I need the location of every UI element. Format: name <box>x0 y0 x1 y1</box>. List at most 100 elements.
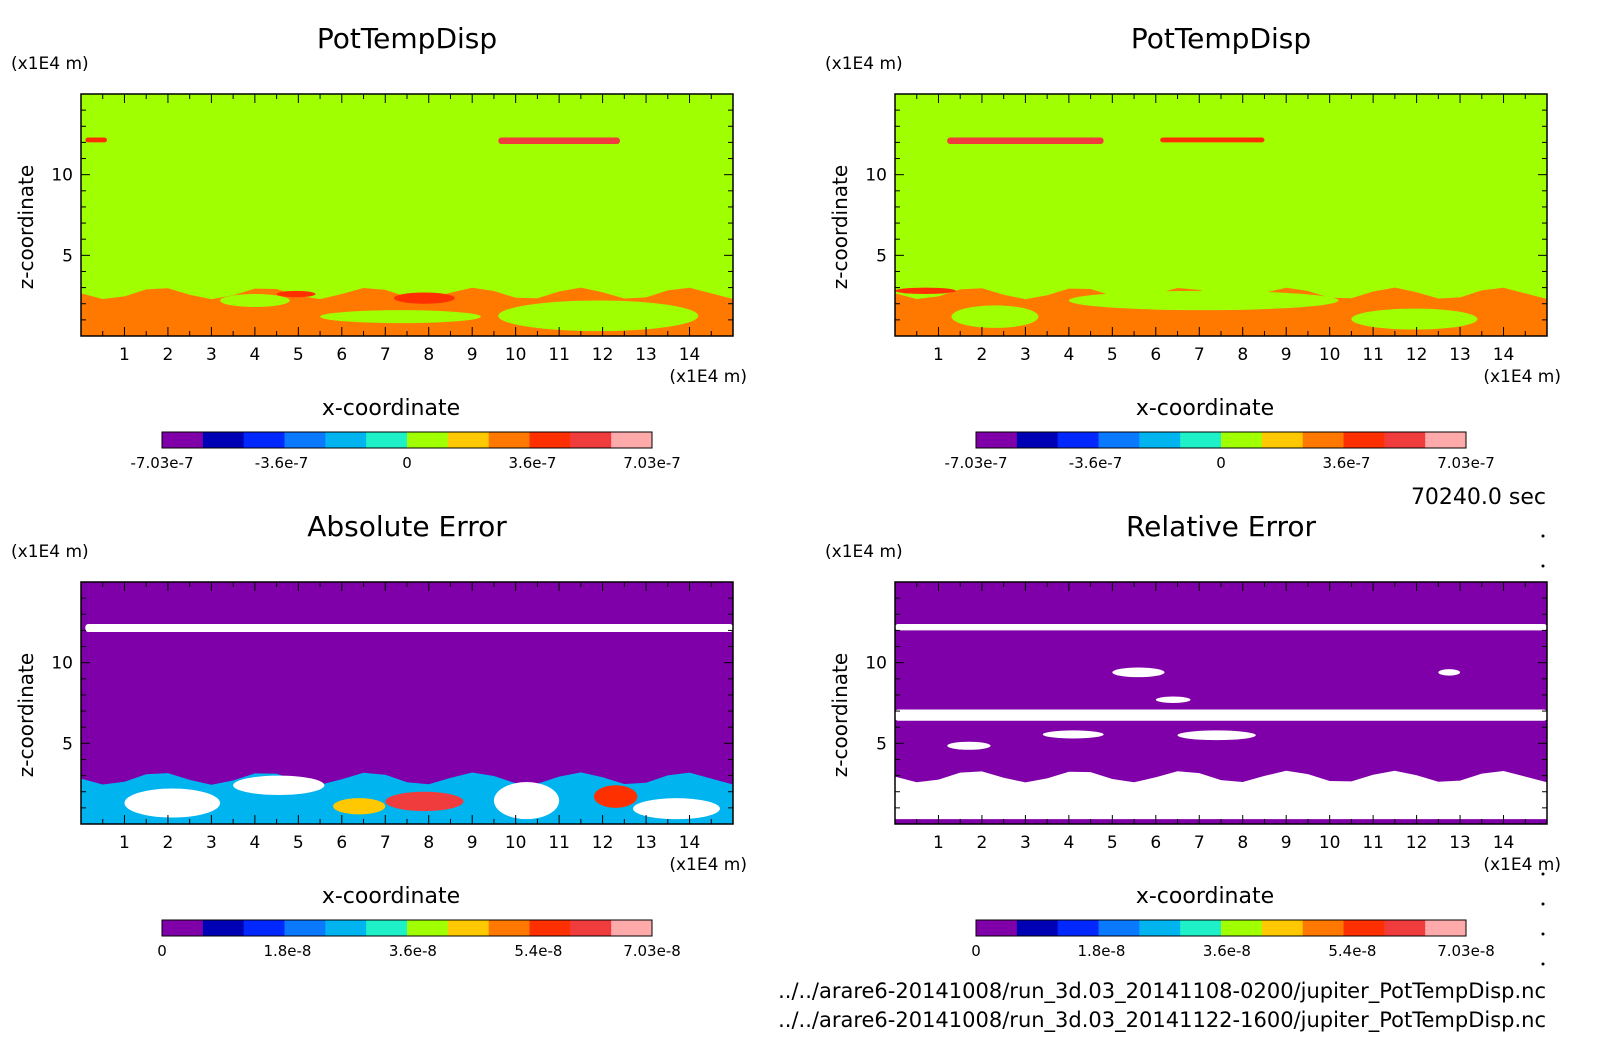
colorbar-tick-label: 7.03e-8 <box>623 942 681 960</box>
x-tick-label: 13 <box>1449 345 1471 365</box>
field-blob <box>320 310 481 324</box>
colorbar-swatch <box>1180 920 1222 936</box>
x-tick-label: 10 <box>1319 833 1341 853</box>
colorbar-swatch <box>162 920 204 936</box>
x-tick-label: 8 <box>423 345 434 365</box>
field-streak <box>1160 137 1265 143</box>
x-tick-label: 9 <box>467 833 478 853</box>
x-tick-label: 8 <box>1237 833 1248 853</box>
x-tick-label: 3 <box>206 833 217 853</box>
x-tick-label: 8 <box>423 833 434 853</box>
field-streak <box>895 623 1547 631</box>
margin-dot <box>1541 534 1545 538</box>
field-blob <box>895 287 956 295</box>
colorbar-swatch <box>1384 920 1426 936</box>
y-unit-label: (x1E4 m) <box>825 542 903 562</box>
x-tick-label: 11 <box>1362 345 1384 365</box>
colorbar-swatch <box>1139 920 1181 936</box>
x-tick-label: 1 <box>933 345 944 365</box>
colorbar-swatch <box>976 432 1018 448</box>
x-tick-label: 1 <box>119 345 130 365</box>
x-tick-label: 10 <box>1319 345 1341 365</box>
y-tick-label: 5 <box>876 246 887 266</box>
field-blob <box>393 292 455 304</box>
colorbar-tick-label: 0 <box>157 942 167 960</box>
x-tick-label: 9 <box>467 345 478 365</box>
y-tick-label: 5 <box>876 734 887 754</box>
colorbar-swatch <box>366 920 408 936</box>
colorbar-swatch <box>1302 920 1344 936</box>
colorbar-swatch <box>1343 432 1385 448</box>
y-tick-label: 10 <box>865 654 887 674</box>
x-tick-label: 3 <box>1020 345 1031 365</box>
colorbar-swatch <box>325 920 367 936</box>
field-band <box>895 770 1547 820</box>
colorbar-swatch <box>570 920 612 936</box>
margin-dot <box>1541 902 1545 906</box>
panel-relative-error: Relative Error(x1E4 m)1 2 3 4 5 6 7 8 9 10 11 12 13 1… <box>825 510 1561 960</box>
colorbar-tick-label: 0 <box>1216 454 1226 472</box>
colorbar-swatch <box>570 432 612 448</box>
x-tick-label: 2 <box>163 833 174 853</box>
colorbar-frame <box>975 919 1467 937</box>
margin-dot <box>1541 872 1545 876</box>
x-tick-label: 14 <box>1493 833 1515 853</box>
colorbar-swatch <box>611 432 653 448</box>
file-path-2: ../../arare6-20141008/run_3d.03_20141122… <box>778 1008 1546 1033</box>
x-tick-label: 12 <box>592 345 614 365</box>
colorbar-swatch <box>1057 920 1099 936</box>
y-axis-label: z-coordinate <box>14 653 38 777</box>
x-tick-label: 3 <box>1020 833 1031 853</box>
colorbar-swatch <box>284 432 326 448</box>
colorbar-tick-label: -7.03e-7 <box>945 454 1008 472</box>
x-tick-label: 7 <box>380 833 391 853</box>
colorbar-swatch <box>1139 432 1181 448</box>
colorbar-tick-label: -3.6e-7 <box>1069 454 1122 472</box>
field-blob <box>220 294 290 307</box>
colorbar-swatch <box>529 432 571 448</box>
x-tick-label: 4 <box>249 345 260 365</box>
x-tick-label: 10 <box>505 345 527 365</box>
panel-potential-run-a: PotTempDisp(x1E4 m)1 2 3 4 5 6 7 8 9 10 11 12 13 1451… <box>11 22 747 472</box>
y-tick-label: 10 <box>865 166 887 186</box>
colorbar-frame <box>975 431 1467 449</box>
x-tick-label: 4 <box>1063 345 1074 365</box>
x-axis-label: x-coordinate <box>1136 884 1274 909</box>
file-path-1: ../../arare6-20141008/run_3d.03_20141108… <box>778 979 1546 1004</box>
colorbar-swatch <box>1425 920 1467 936</box>
x-unit-label: (x1E4 m) <box>669 855 747 875</box>
x-tick-label: 5 <box>293 833 304 853</box>
colorbar-tick-label: 3.6e-7 <box>508 454 556 472</box>
x-unit-label: (x1E4 m) <box>1483 367 1561 387</box>
panel-title: Absolute Error <box>307 510 507 543</box>
x-axis-label: x-coordinate <box>322 396 460 421</box>
plot-area <box>81 582 733 824</box>
x-tick-label: 13 <box>635 345 657 365</box>
x-tick-label: 6 <box>336 345 347 365</box>
panel-title: Relative Error <box>1126 510 1317 543</box>
colorbar-swatch <box>488 432 530 448</box>
colorbar-swatch <box>447 920 490 936</box>
x-tick-label: 1 <box>119 833 130 853</box>
plot-area <box>81 94 733 336</box>
colorbar-tick-label: 7.03e-7 <box>1437 454 1495 472</box>
field-streak <box>85 623 733 633</box>
field-blob <box>1155 696 1191 703</box>
x-tick-label: 14 <box>1493 345 1515 365</box>
x-tick-label: 2 <box>977 345 988 365</box>
x-tick-label: 7 <box>380 345 391 365</box>
colorbar-swatch <box>202 432 245 448</box>
colorbar-swatch <box>1180 432 1222 448</box>
x-tick-label: 7 <box>1194 833 1205 853</box>
field-blob <box>1177 730 1256 741</box>
panel-title: PotTempDisp <box>1131 22 1311 55</box>
colorbar-tick-label: 3.6e-8 <box>1203 942 1251 960</box>
y-tick-label: 5 <box>62 734 73 754</box>
colorbar-swatch <box>1016 920 1059 936</box>
x-tick-label: 14 <box>679 833 701 853</box>
x-unit-label: (x1E4 m) <box>1483 855 1561 875</box>
colorbar-swatch <box>1425 432 1467 448</box>
colorbar-tick-label: 1.8e-8 <box>263 942 311 960</box>
x-tick-label: 2 <box>977 833 988 853</box>
colorbar-swatch <box>407 432 449 448</box>
